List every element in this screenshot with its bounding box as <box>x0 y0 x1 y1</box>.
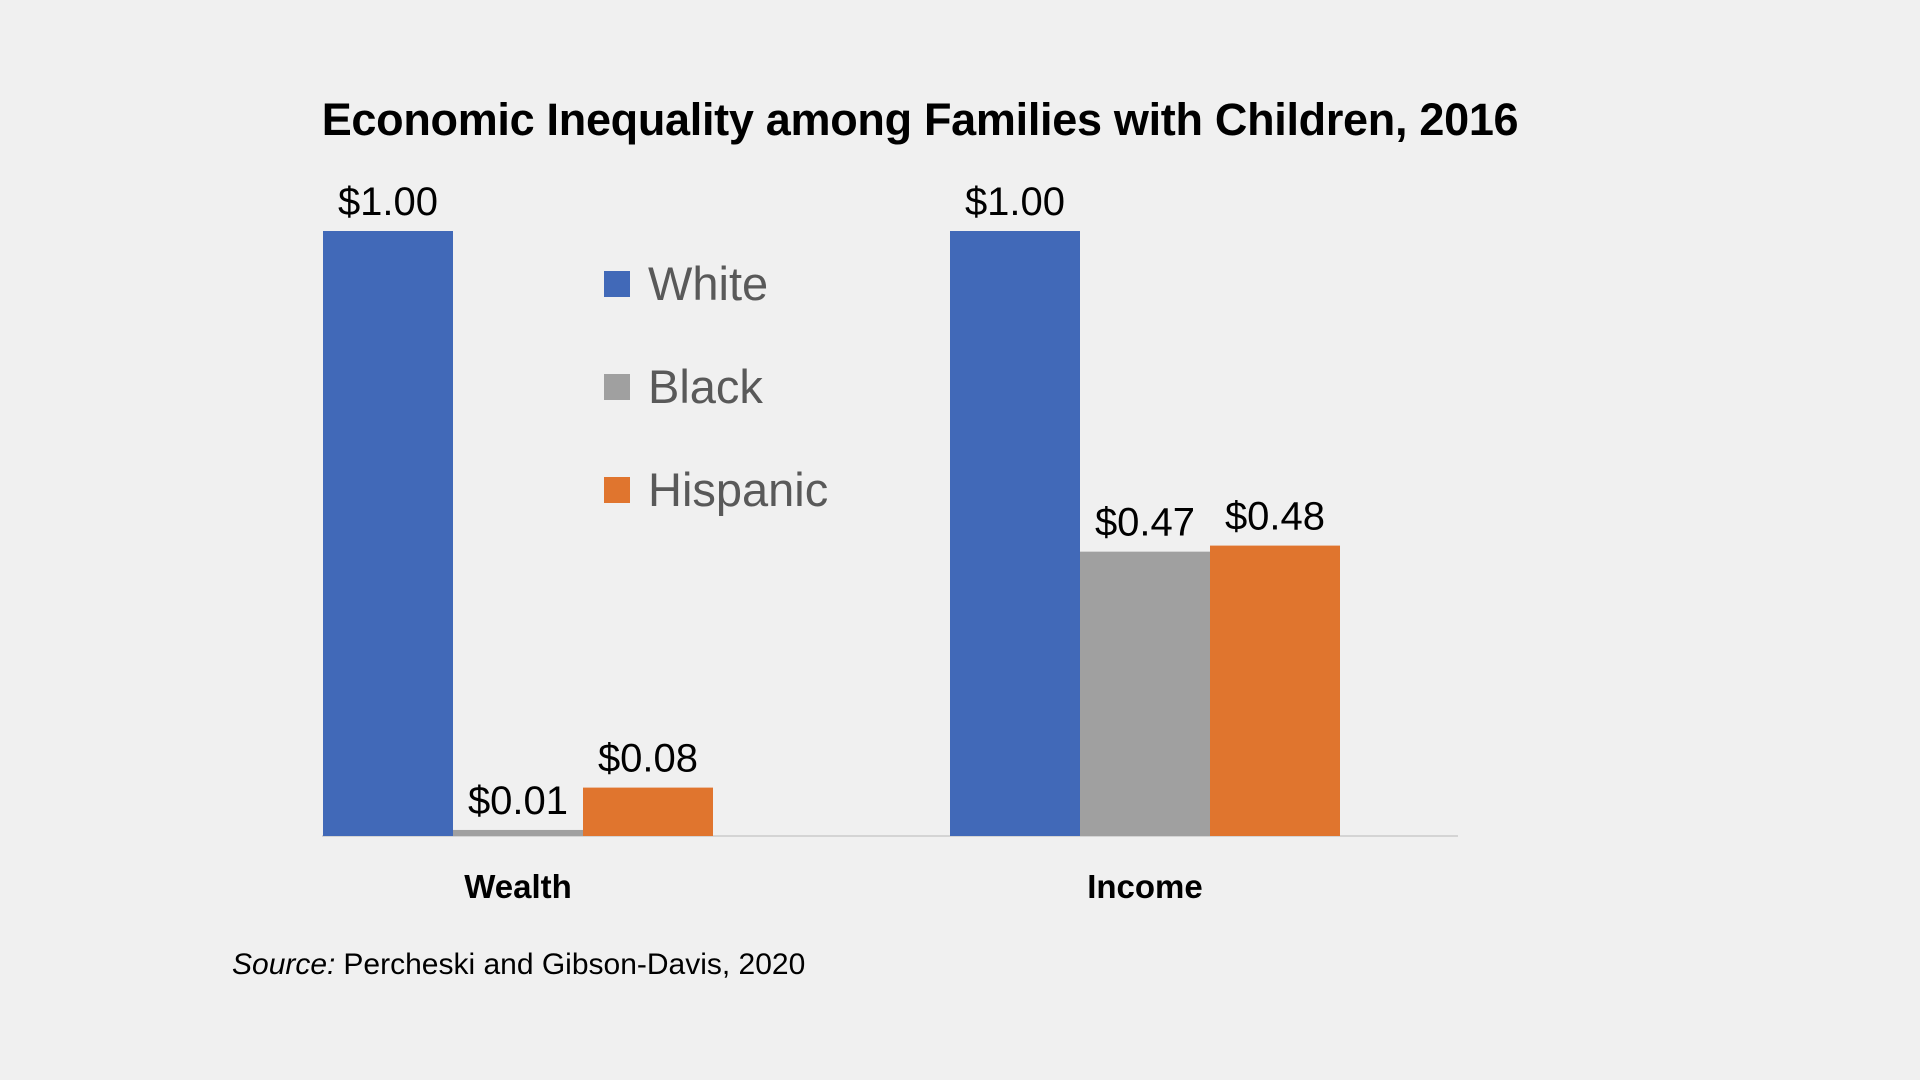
bars-group: $1.00 $0.01 $0.08 Wealth $1.00 $0.47 $0.48 Inco… <box>323 180 1340 905</box>
legend-item-hispanic: Hispanic <box>604 438 828 541</box>
legend-swatch-white <box>604 270 630 297</box>
bar-income-black <box>1080 551 1210 836</box>
legend-swatch-black <box>604 373 630 400</box>
source-label: Source: <box>232 948 336 981</box>
source-note: Source: Percheski and Gibson-Davis, 2020 <box>232 948 805 982</box>
legend-swatch-hispanic <box>604 476 630 503</box>
legend: White Black Hispanic <box>604 232 828 541</box>
data-label-income-white: $1.00 <box>965 180 1065 224</box>
data-label-wealth-hispanic: $0.08 <box>598 737 698 781</box>
legend-label-white: White <box>648 257 769 310</box>
chart-title: Economic Inequality among Families with … <box>321 94 1519 145</box>
category-label-wealth: Wealth <box>464 868 572 905</box>
source-text: Percheski and Gibson-Davis, 2020 <box>343 948 806 981</box>
bar-income-hispanic <box>1210 545 1340 836</box>
data-label-income-hispanic: $0.48 <box>1225 495 1325 539</box>
data-label-wealth-black: $0.01 <box>468 779 568 823</box>
legend-label-hispanic: Hispanic <box>648 463 829 516</box>
data-label-income-black: $0.47 <box>1095 501 1195 545</box>
data-label-wealth-white: $1.00 <box>338 180 438 224</box>
category-label-income: Income <box>1087 868 1203 905</box>
bar-income-white <box>950 231 1080 836</box>
bar-wealth-black <box>453 829 583 836</box>
legend-label-black: Black <box>648 360 763 413</box>
legend-item-black: Black <box>604 335 828 438</box>
bar-wealth-hispanic <box>583 787 713 836</box>
legend-item-white: White <box>604 232 828 335</box>
bar-wealth-white <box>323 231 453 836</box>
